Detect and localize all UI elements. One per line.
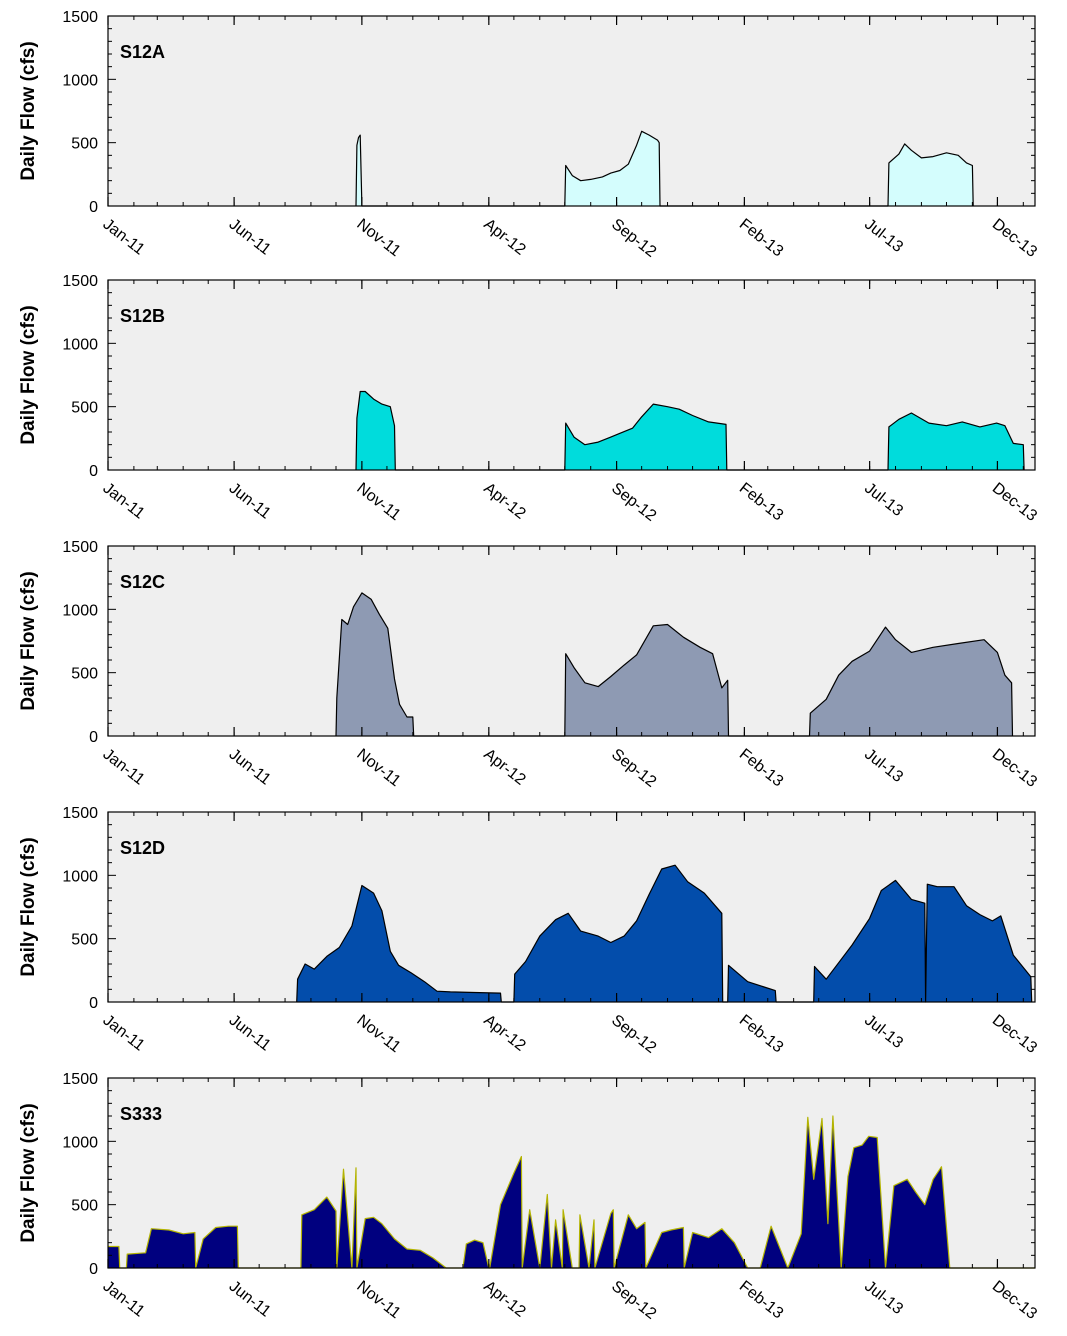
panel-title: S12D — [120, 838, 165, 858]
y-tick-label: 1000 — [62, 336, 98, 353]
x-tick-label: Jan-11 — [100, 216, 148, 259]
panel-s12d: 0 500 1000 1500 Jan-11 Jun-11 Nov-11 Apr-12 Sep-… — [18, 805, 1040, 1057]
y-tick-label: 0 — [89, 199, 98, 216]
x-tick-label: Jan-11 — [100, 746, 148, 789]
x-tick-label: Jun-11 — [226, 1012, 274, 1055]
x-tick-label: Feb-13 — [736, 216, 786, 261]
x-tick-label: Jul-13 — [861, 746, 906, 786]
x-tick-label: Sep-12 — [608, 1012, 659, 1057]
x-tick-label: Jul-13 — [861, 1012, 906, 1052]
y-tick-label: 1500 — [62, 539, 98, 556]
y-axis-label: Daily Flow (cfs) — [18, 41, 39, 180]
x-tick-label: Jul-13 — [861, 216, 906, 256]
panel-title: S12C — [120, 572, 165, 592]
x-tick-label: Apr-12 — [480, 746, 528, 789]
series-line-s12b — [355, 390, 1025, 471]
y-axis-label: Daily Flow (cfs) — [18, 305, 39, 444]
x-tick-label: Feb-13 — [736, 1012, 786, 1057]
y-tick-label: 1500 — [62, 9, 98, 26]
series-area-s12c — [336, 592, 1013, 736]
x-tick-label: Sep-12 — [608, 1278, 659, 1323]
series-line-s333 — [108, 1115, 1035, 1269]
x-tick-label: Apr-12 — [480, 480, 528, 523]
y-tick-label: 1000 — [62, 602, 98, 619]
y-tick-label: 1500 — [62, 273, 98, 290]
x-tick-label: Dec-13 — [989, 216, 1040, 261]
x-tick-label: Dec-13 — [989, 746, 1040, 791]
x-tick-label: Feb-13 — [736, 1278, 786, 1323]
panel-s333: 0 500 1000 1500 Jan-11 Jun-11 Nov-11 Apr-12 Sep-… — [18, 1071, 1040, 1323]
x-tick-label: Jun-11 — [226, 746, 274, 789]
y-tick-label: 1000 — [62, 1134, 98, 1151]
series-line-s12d — [296, 864, 1033, 1003]
y-tick-label: 1500 — [62, 805, 98, 822]
panel-s12c: 0 500 1000 1500 Jan-11 Jun-11 Nov-11 Apr-12 Sep-… — [18, 539, 1040, 791]
x-tick-label: Jan-11 — [100, 1278, 148, 1321]
x-tick-label: Nov-11 — [353, 1278, 403, 1322]
plot-frame — [107, 15, 1036, 207]
x-tick-label: Nov-11 — [353, 1012, 403, 1056]
x-tick-label: Jun-11 — [226, 480, 274, 523]
x-tick-label: Nov-11 — [353, 746, 403, 790]
x-tick-label: Nov-11 — [353, 216, 403, 260]
series-area-s12a — [356, 131, 974, 206]
y-tick-label: 1000 — [62, 868, 98, 885]
x-tick-label: Feb-13 — [736, 746, 786, 791]
panel-s12a: 0 500 1000 1500 Jan-11 Jun-11 Nov-11 Apr-12 Sep-… — [18, 9, 1040, 261]
panel-title: S333 — [120, 1104, 162, 1124]
series-line-s12c — [335, 592, 1014, 737]
y-tick-label: 1000 — [62, 72, 98, 89]
x-tick-label: Sep-12 — [608, 216, 659, 261]
y-axis-label: Daily Flow (cfs) — [18, 1103, 39, 1242]
y-tick-label: 0 — [89, 995, 98, 1012]
y-axis-label: Daily Flow (cfs) — [18, 837, 39, 976]
x-tick-label: Apr-12 — [480, 1278, 528, 1321]
y-tick-label: 500 — [71, 666, 98, 683]
plot-frame — [107, 1077, 1036, 1269]
plot-frame — [107, 811, 1036, 1003]
x-tick-label: Jul-13 — [861, 480, 906, 520]
y-axis-label: Daily Flow (cfs) — [18, 571, 39, 710]
plot-frame — [107, 279, 1036, 471]
y-tick-label: 500 — [71, 1198, 98, 1215]
plot-frame — [107, 545, 1036, 737]
x-tick-label: Jan-11 — [100, 480, 148, 523]
x-tick-label: Nov-11 — [353, 480, 403, 524]
x-tick-label: Sep-12 — [608, 746, 659, 791]
panel-title: S12A — [120, 42, 165, 62]
y-tick-label: 1500 — [62, 1071, 98, 1088]
y-tick-label: 500 — [71, 932, 98, 949]
x-tick-label: Dec-13 — [989, 1278, 1040, 1323]
x-tick-label: Jan-11 — [100, 1012, 148, 1055]
panel-title: S12B — [120, 306, 165, 326]
x-tick-label: Sep-12 — [608, 480, 659, 525]
y-tick-label: 0 — [89, 463, 98, 480]
x-tick-label: Apr-12 — [480, 216, 528, 259]
y-tick-label: 0 — [89, 1261, 98, 1278]
series-area-s12b — [356, 391, 1025, 470]
x-tick-label: Dec-13 — [989, 1012, 1040, 1057]
x-tick-label: Jun-11 — [226, 216, 274, 259]
y-tick-label: 500 — [71, 136, 98, 153]
y-tick-label: 500 — [71, 400, 98, 417]
x-tick-label: Jul-13 — [861, 1278, 906, 1318]
series-area-s12d — [296, 865, 1032, 1002]
y-tick-label: 0 — [89, 729, 98, 746]
x-tick-label: Feb-13 — [736, 480, 786, 525]
x-tick-label: Dec-13 — [989, 480, 1040, 525]
x-tick-label: Jun-11 — [226, 1278, 274, 1321]
panel-s12b: 0 500 1000 1500 Jan-11 Jun-11 Nov-11 Apr-12 Sep-… — [18, 273, 1040, 525]
x-tick-label: Apr-12 — [480, 1012, 528, 1055]
